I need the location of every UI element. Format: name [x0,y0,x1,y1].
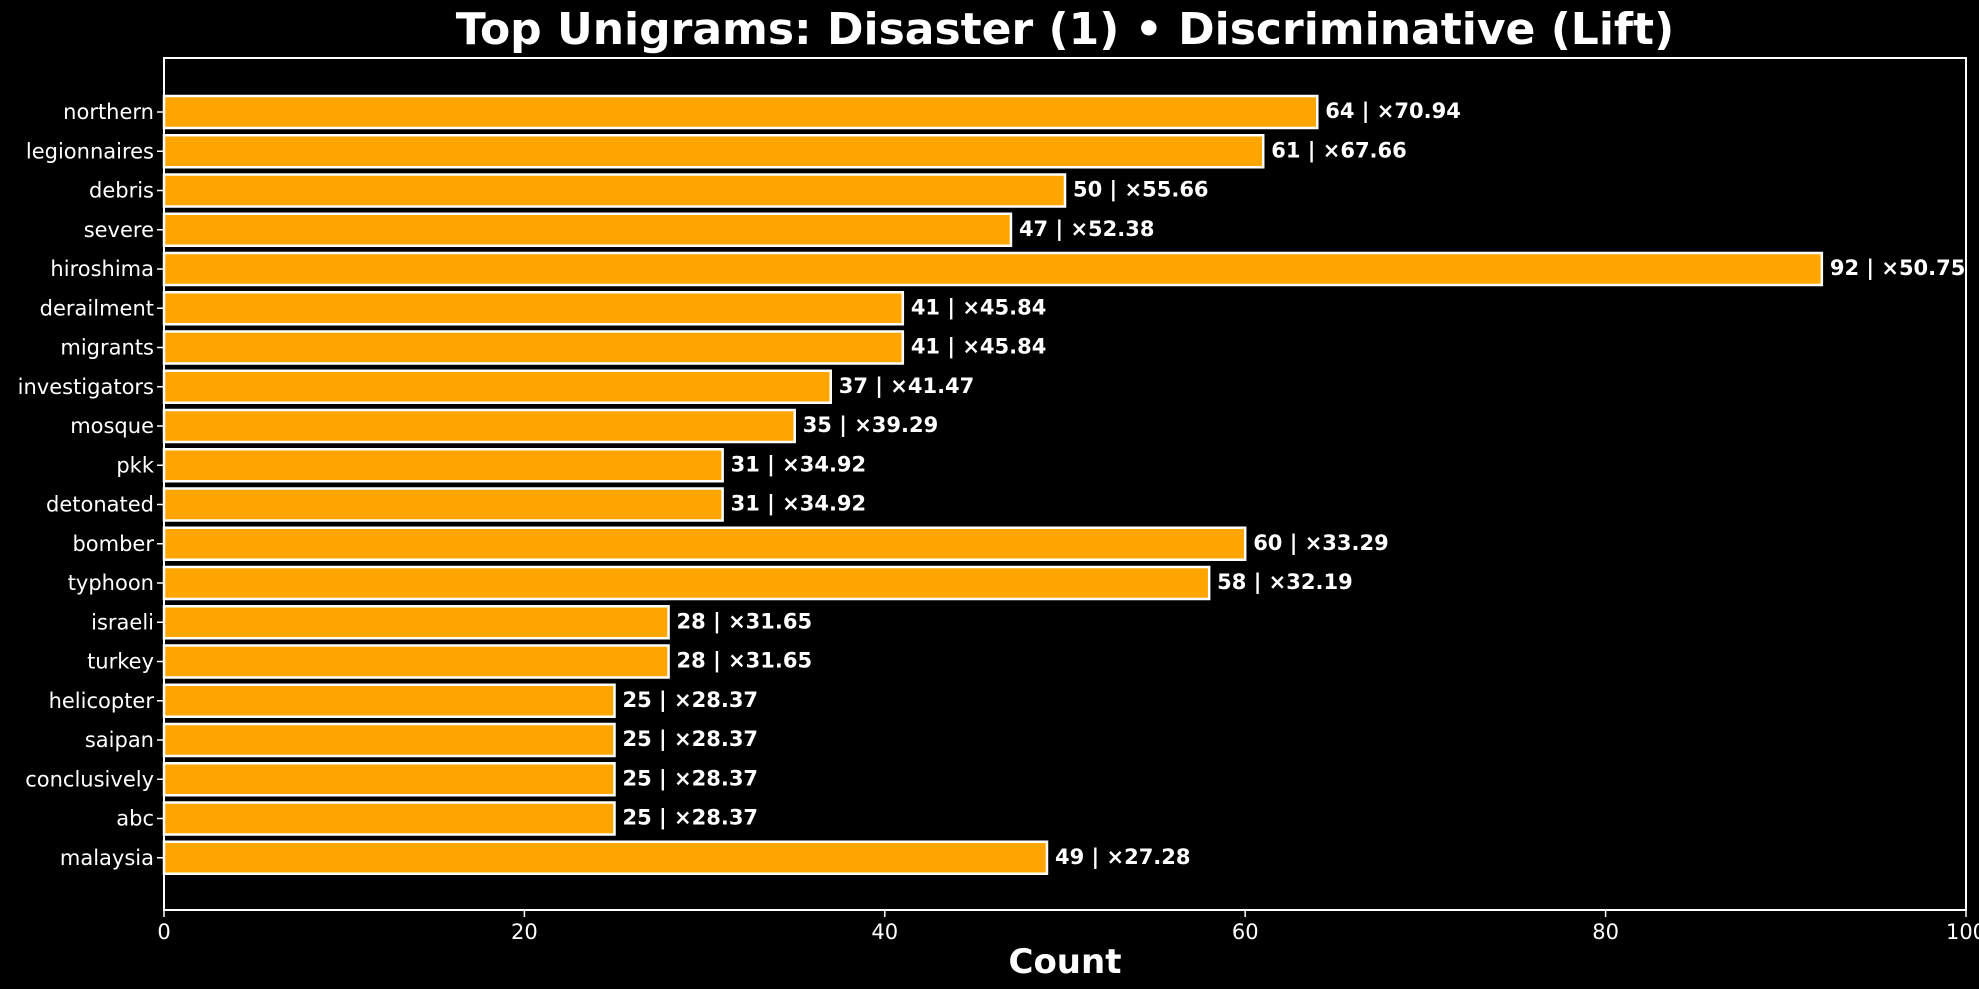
category-label: detonated [46,493,154,517]
category-label: israeli [91,610,154,634]
data-label: 47 | ×52.38 [1019,217,1155,242]
data-label: 49 | ×27.28 [1055,845,1191,870]
data-label: 50 | ×55.66 [1073,178,1209,203]
y-axis: northern legionnaires debris severe hiroshim… [18,100,164,870]
category-label: investigators [18,375,154,399]
chart-title: Top Unigrams: Disaster (1) • Discriminat… [456,4,1674,55]
x-axis: 0 20 40 60 80 100 [157,910,1979,944]
x-tick-label: 100 [1946,920,1979,944]
bar [162,448,724,483]
data-label: 25 | ×28.37 [623,688,759,713]
x-tick-label: 80 [1592,920,1619,944]
category-label: helicopter [49,689,155,713]
data-label: 58 | ×32.19 [1217,570,1353,595]
category-label: migrants [60,336,154,360]
category-label: debris [89,179,154,203]
category-label: hiroshima [50,257,154,281]
data-label: 60 | ×33.29 [1253,531,1389,556]
bar [162,762,616,797]
bar [162,644,670,679]
data-label: 28 | ×31.65 [677,609,813,634]
bar [162,251,1824,287]
category-label: mosque [70,414,154,438]
category-label: conclusively [25,767,154,791]
x-axis-label: Count [1009,942,1122,982]
data-label: 64 | ×70.94 [1325,99,1461,124]
data-label: 61 | ×67.66 [1271,138,1407,163]
data-label: 31 | ×34.92 [731,452,867,477]
bars-layer: 64 | ×70.94 61 | ×67.66 50 | ×55.66 47 | ×5… [162,94,1966,875]
bar [162,487,724,522]
bar [162,173,1067,208]
bar [162,605,670,640]
bar [162,840,1049,875]
category-label: saipan [85,728,154,752]
bar [162,408,796,444]
bar [162,94,1319,130]
data-label: 25 | ×28.37 [623,806,759,831]
bar [162,134,1265,169]
x-tick-label: 60 [1232,920,1259,944]
category-label: turkey [87,650,154,674]
bar [162,212,1013,247]
bar [162,565,1211,601]
data-label: 35 | ×39.29 [803,413,939,438]
bar [162,330,905,365]
category-label: typhoon [68,571,154,595]
bar [162,683,616,718]
category-label: bomber [72,532,154,556]
data-label: 92 | ×50.75 [1830,256,1966,281]
category-label: northern [63,100,154,124]
data-label: 25 | ×28.37 [623,766,759,791]
data-label: 41 | ×45.84 [911,335,1047,360]
data-label: 31 | ×34.92 [731,492,867,517]
bar [162,722,616,758]
data-label: 37 | ×41.47 [839,374,975,399]
x-tick-label: 0 [157,920,170,944]
bar [162,526,1247,561]
data-label: 41 | ×45.84 [911,295,1047,320]
category-label: pkk [116,453,154,477]
bar [162,801,616,836]
bar [162,291,905,326]
bar [162,369,832,404]
category-label: legionnaires [26,139,154,163]
category-label: derailment [40,296,154,320]
x-tick-label: 20 [511,920,538,944]
data-label: 28 | ×31.65 [677,649,813,674]
category-label: abc [116,807,154,831]
category-label: severe [84,218,154,242]
x-tick-label: 40 [871,920,898,944]
category-label: malaysia [60,846,154,870]
plot-frame [163,57,1967,911]
data-label: 25 | ×28.37 [623,727,759,752]
